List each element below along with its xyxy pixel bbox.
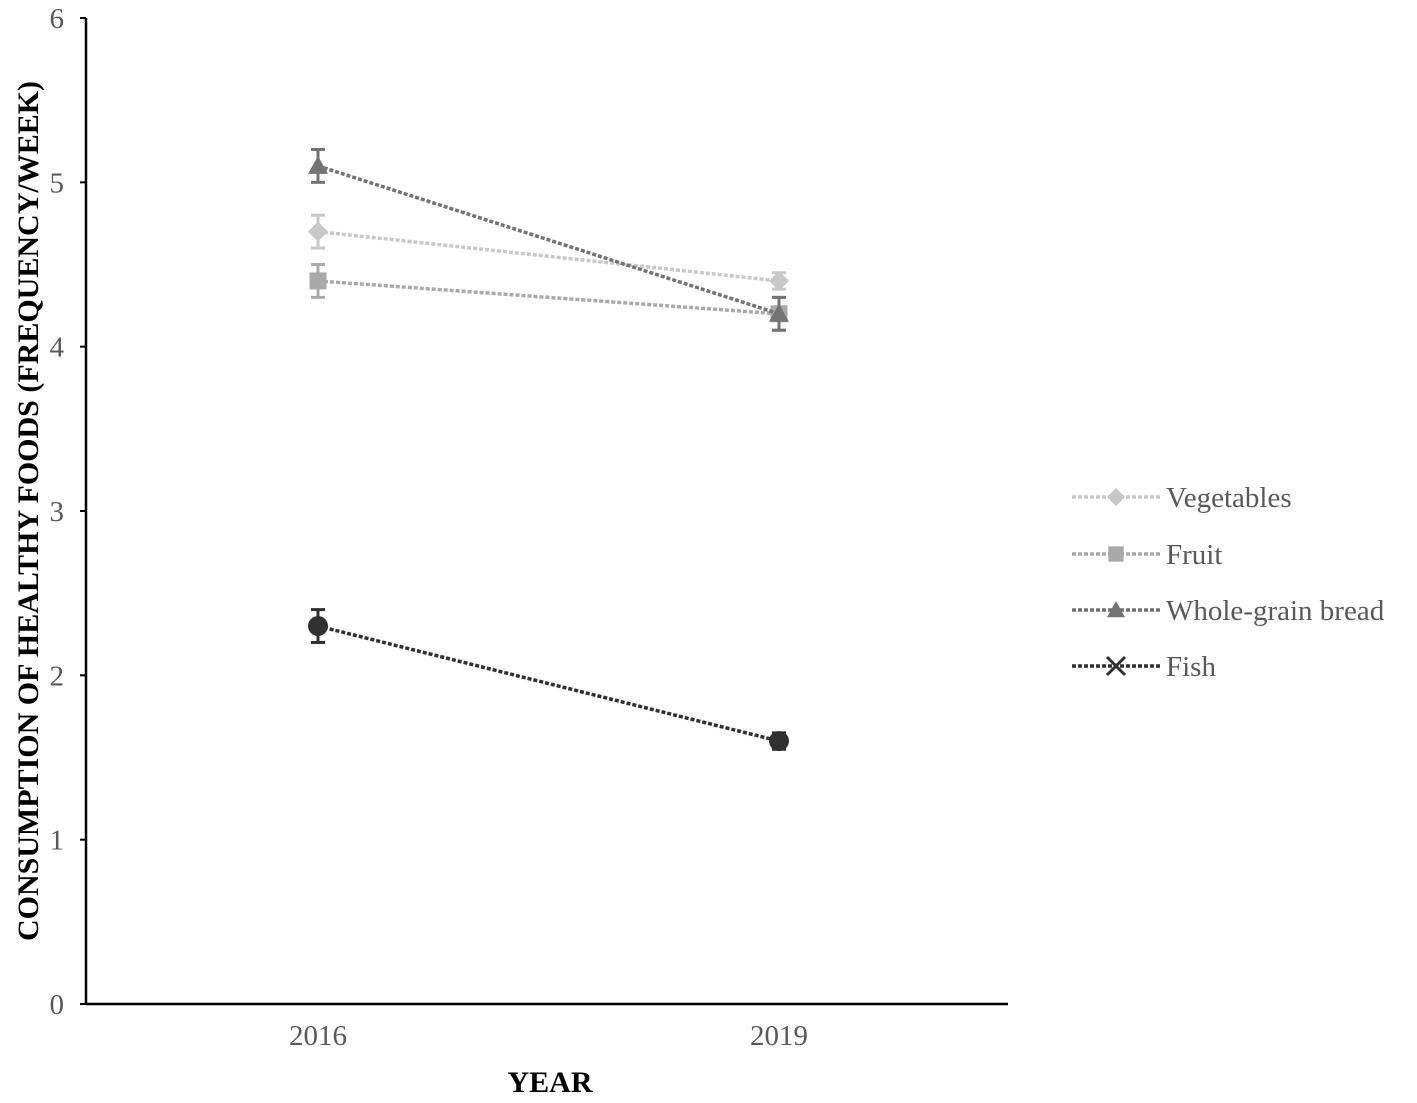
- y-tick-label: 3: [50, 496, 65, 528]
- legend-marker: [1105, 655, 1127, 677]
- y-tick-label: 2: [50, 660, 65, 692]
- data-point: [769, 731, 789, 752]
- axes: [84, 18, 1008, 1006]
- y-tick-label: 6: [50, 3, 65, 35]
- legend-label: Fish: [1166, 651, 1216, 683]
- data-point: [308, 616, 328, 637]
- legend-marker: [1107, 601, 1125, 618]
- y-tick-label: 4: [50, 332, 65, 364]
- series-fruit: [309, 263, 788, 332]
- y-axis-title: CONSUMPTION OF HEALTHY FOODS (FREQUENCY/…: [12, 81, 45, 941]
- y-axis-ticks: 0 1 2 3 4 5 6: [50, 3, 86, 1021]
- legend-label: Fruit: [1166, 539, 1222, 571]
- y-tick-label: 1: [50, 825, 65, 857]
- legend-label: Whole-grain bread: [1166, 595, 1385, 627]
- data-point: [769, 270, 789, 291]
- x-axis-title: YEAR: [507, 1066, 592, 1099]
- series-fish: [308, 608, 789, 752]
- legend-item: Vegetables: [1072, 482, 1292, 514]
- legend-item: Fruit: [1072, 539, 1222, 571]
- x-tick-label: 2016: [289, 1020, 347, 1052]
- series-layer: [308, 147, 789, 752]
- legend-label: Vegetables: [1166, 482, 1292, 514]
- series-vegetables: [308, 213, 789, 291]
- x-axis-ticks: 2016 2019: [289, 1020, 808, 1052]
- legend: Vegetables Fruit Whole-grain bread Fish: [1072, 482, 1385, 683]
- series-line: [317, 624, 780, 743]
- series-whole-grain-bread: [308, 147, 789, 332]
- data-point: [769, 303, 789, 322]
- data-point: [309, 272, 327, 290]
- legend-marker: [1107, 488, 1125, 506]
- series-line: [317, 164, 780, 316]
- legend-item: Fish: [1072, 651, 1216, 683]
- data-point: [308, 221, 328, 242]
- legend-marker: [1108, 546, 1124, 562]
- data-point: [308, 155, 328, 174]
- series-line: [317, 279, 780, 316]
- legend-item: Whole-grain bread: [1072, 595, 1385, 627]
- x-tick-label: 2019: [750, 1020, 808, 1052]
- series-line: [317, 229, 780, 283]
- y-tick-label: 5: [50, 167, 65, 199]
- y-tick-label: 0: [50, 989, 65, 1021]
